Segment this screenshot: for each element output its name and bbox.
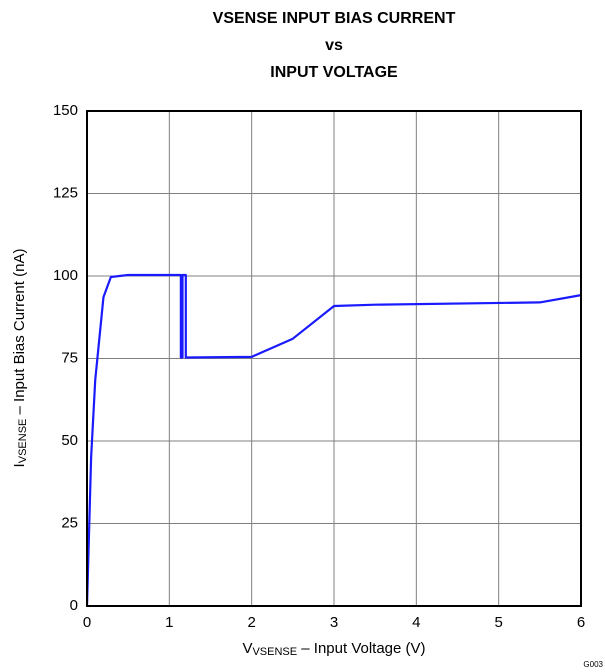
x-tick-label: 0 xyxy=(83,614,91,631)
data-line xyxy=(85,273,582,607)
x-label-sub: VSENSE xyxy=(252,646,297,658)
y-tick-label: 0 xyxy=(70,597,78,614)
x-axis-label: VVSENSE – Input Voltage (V) xyxy=(242,640,425,658)
y-tick-label: 75 xyxy=(61,349,78,366)
x-tick-label: 5 xyxy=(494,614,502,631)
x-label-main: V xyxy=(242,640,252,657)
y-tick-label: 125 xyxy=(53,184,78,201)
x-tick-label: 2 xyxy=(247,614,255,631)
y-tick-label: 50 xyxy=(61,432,78,449)
y-tick-label: 100 xyxy=(53,267,78,284)
y-label-rest: – Input Bias Current (nA) xyxy=(11,249,28,419)
chart-title: vs xyxy=(325,37,343,54)
y-tick-label: 150 xyxy=(53,102,78,119)
y-tick-label: 25 xyxy=(61,514,78,531)
y-label-main: I xyxy=(11,463,28,467)
x-tick-label: 6 xyxy=(577,614,585,631)
chart-title: INPUT VOLTAGE xyxy=(270,64,398,81)
plot-frame xyxy=(86,110,582,607)
chart-title: VSENSE INPUT BIAS CURRENT xyxy=(213,10,456,27)
y-label-sub: VSENSE xyxy=(17,419,29,464)
x-label-rest: – Input Voltage (V) xyxy=(297,640,425,657)
y-axis-label: IVSENSE – Input Bias Current (nA) xyxy=(11,249,29,468)
x-tick-label: 4 xyxy=(412,614,420,631)
x-tick-label: 3 xyxy=(330,614,338,631)
x-tick-label: 1 xyxy=(165,614,173,631)
figure-code: G003 xyxy=(583,660,603,669)
